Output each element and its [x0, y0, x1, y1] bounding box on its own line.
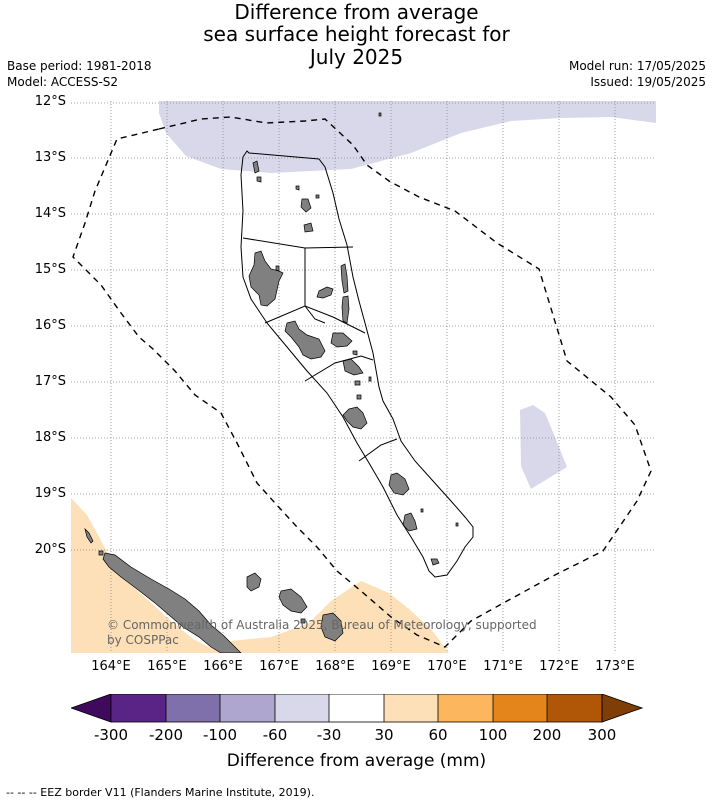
island — [455, 522, 459, 527]
island — [300, 198, 312, 213]
title-line-1: Difference from average — [234, 0, 479, 24]
lon-label: 172°E — [539, 659, 579, 674]
efate-island — [342, 406, 368, 430]
erromango-island — [388, 472, 410, 496]
colorbar-tick: 60 — [428, 726, 448, 744]
lon-label: 167°E — [259, 659, 299, 674]
lon-label: 171°E — [483, 659, 523, 674]
lon-label: 168°E — [315, 659, 355, 674]
lat-label: 13°S — [34, 150, 66, 165]
colorbar-segment — [547, 694, 602, 722]
colorbar-tick: 100 — [478, 726, 508, 744]
island — [303, 222, 314, 233]
colorbar-extend-min — [71, 694, 112, 723]
map-panel: © Commonwealth of Australia 2025, Bureau… — [71, 101, 656, 653]
negative-anomaly-east — [520, 405, 567, 489]
province-border — [242, 237, 354, 249]
lifou-island — [278, 588, 308, 614]
colorbar — [71, 694, 643, 723]
colorbar-tick: 300 — [587, 726, 617, 744]
lon-label: 166°E — [203, 659, 243, 674]
lon-label: 170°E — [427, 659, 467, 674]
colorbar-tick: -300 — [93, 726, 129, 744]
land-masses — [84, 112, 459, 653]
base-period-text: Base period: 1981-2018 — [7, 59, 152, 73]
colorbar-segment — [111, 694, 166, 722]
colorbar-segment — [220, 694, 275, 722]
province-border — [304, 355, 374, 382]
lat-label: 20°S — [34, 542, 66, 557]
island — [252, 160, 260, 174]
provincial-boundaries — [240, 150, 474, 578]
province-outline — [240, 150, 474, 578]
island — [352, 350, 358, 356]
lat-label: 12°S — [34, 94, 66, 109]
lat-label: 14°S — [34, 206, 66, 221]
lat-label: 16°S — [34, 318, 66, 333]
island — [256, 176, 262, 183]
colorbar-segment — [493, 694, 547, 722]
island — [246, 572, 262, 592]
colorbar-segment — [166, 694, 220, 722]
new-caledonia-island — [102, 552, 242, 653]
colorbar-segment — [384, 694, 438, 722]
island — [330, 332, 353, 348]
island — [316, 286, 334, 299]
province-border — [304, 248, 326, 324]
island — [300, 618, 306, 624]
island — [98, 550, 104, 556]
lat-label: 15°S — [34, 262, 66, 277]
lon-label: 173°E — [595, 659, 635, 674]
issued-text: Issued: 19/05/2025 — [590, 75, 706, 89]
colorbar-label: Difference from average (mm) — [226, 751, 487, 771]
title-line-3: July 2025 — [309, 45, 404, 69]
colorbar-tick: -30 — [316, 726, 342, 744]
model-run-text: Model run: 17/05/2025 — [568, 59, 706, 73]
island — [420, 508, 424, 513]
colorbar-segment — [275, 694, 329, 722]
island — [275, 265, 280, 272]
island — [356, 394, 362, 400]
colorbar-tick: -200 — [148, 726, 184, 744]
lon-label: 165°E — [147, 659, 187, 674]
island — [84, 527, 94, 544]
copyright-watermark: © Commonwealth of Australia 2025, Bureau… — [107, 618, 540, 647]
island — [342, 358, 364, 376]
lat-label: 19°S — [34, 486, 66, 501]
island — [341, 295, 350, 324]
gridlines — [71, 101, 656, 653]
eez-footnote: -- -- -- EEZ border V11 (Flanders Marine… — [6, 786, 315, 799]
model-text: Model: ACCESS-S2 — [7, 75, 119, 89]
lon-label: 164°E — [91, 659, 131, 674]
colorbar-tick: 30 — [374, 726, 394, 744]
province-border — [358, 438, 398, 462]
malakula-island — [284, 320, 326, 360]
title-line-2: sea surface height forecast for — [203, 22, 510, 46]
colorbar-tick: 200 — [532, 726, 562, 744]
island — [295, 185, 300, 191]
lat-label: 17°S — [34, 374, 66, 389]
colorbar-segment — [438, 694, 493, 722]
island — [315, 194, 320, 199]
colorbar-segment — [329, 694, 384, 722]
anomaly-fields — [71, 101, 656, 653]
colorbar-tick: -100 — [202, 726, 238, 744]
island — [430, 558, 440, 566]
negative-anomaly-north — [159, 101, 656, 173]
mare-island — [320, 612, 344, 642]
lon-label: 169°E — [371, 659, 411, 674]
colorbar-tick: -60 — [262, 726, 288, 744]
island — [354, 380, 361, 386]
positive-anomaly-south — [71, 498, 221, 653]
lat-label: 18°S — [34, 430, 66, 445]
province-border — [264, 305, 366, 334]
espiritu-santo-island — [248, 250, 284, 307]
island — [378, 112, 382, 117]
colorbar-extend-max — [601, 694, 643, 723]
island — [340, 263, 349, 294]
island — [368, 376, 372, 382]
